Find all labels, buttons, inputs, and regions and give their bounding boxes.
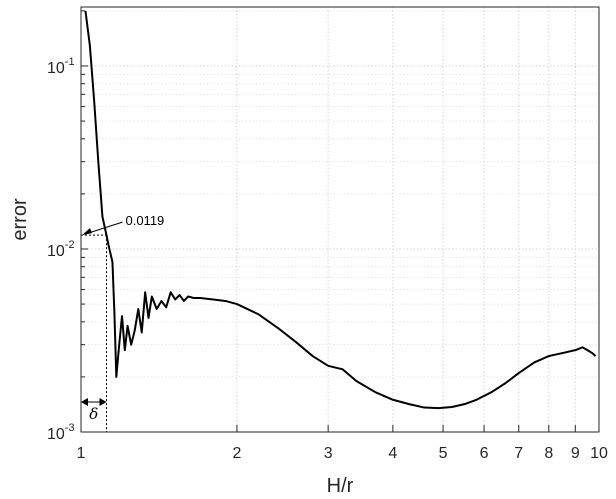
x-tick-label: 3	[324, 445, 333, 462]
x-tick-label: 8	[544, 445, 553, 462]
delta-arrow-left-head	[81, 398, 88, 406]
annotation-value-label: 0.0119	[125, 213, 164, 228]
x-tick-label: 9	[571, 445, 580, 462]
x-tick-label: 10	[590, 445, 608, 462]
y-tick-base: 10	[47, 243, 65, 260]
x-tick-label: 7	[514, 445, 523, 462]
delta-label: δ	[89, 405, 98, 423]
y-tick-label: 10-2	[47, 239, 75, 260]
y-tick-label: 10-1	[47, 56, 75, 77]
y-tick-base: 10	[47, 426, 65, 443]
axis-ticks	[80, 10, 600, 433]
x-tick-label: 2	[232, 445, 241, 462]
x-tick-label: 5	[439, 445, 448, 462]
y-tick-exponent: -3	[65, 422, 75, 434]
axes-frame	[80, 6, 600, 433]
y-tick-exponent: -1	[65, 56, 75, 68]
x-axis-label: H/r	[327, 475, 354, 497]
minor-gridlines	[81, 10, 599, 378]
annotation-guides	[81, 234, 107, 432]
series-line-0	[84, 10, 597, 410]
y-axis-label: error	[9, 198, 31, 241]
y-tick-labels: 10-310-210-1	[47, 56, 75, 443]
x-tick-label: 6	[480, 445, 489, 462]
y-tick-base: 10	[47, 60, 65, 77]
annotation-marks	[81, 221, 123, 406]
y-tick-exponent: -2	[65, 239, 75, 251]
delta-arrow-right-head	[99, 398, 107, 406]
x-tick-labels: 1 2 3 4 5 6 7 8 9 10	[77, 445, 608, 462]
annotation-arrow-head	[82, 228, 92, 236]
y-tick-label: 10-3	[47, 422, 75, 443]
x-tick-label: 1	[77, 445, 86, 462]
plot-area	[81, 7, 599, 432]
series-layer	[84, 10, 597, 410]
x-tick-label: 4	[388, 445, 397, 462]
